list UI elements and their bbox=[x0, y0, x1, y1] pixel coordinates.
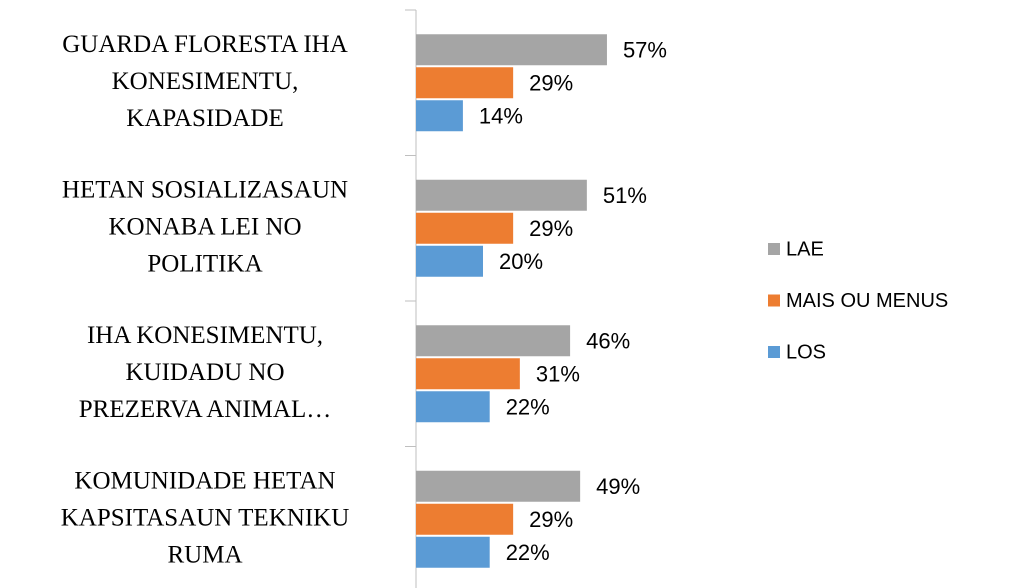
bar bbox=[416, 245, 483, 277]
value-label: 57% bbox=[623, 38, 667, 63]
bar bbox=[416, 391, 490, 423]
value-label: 49% bbox=[596, 474, 640, 499]
bar bbox=[416, 67, 514, 99]
category-label: KOMUNIDADE HETAN KAPSITASAUN TEKNIKU RUMA bbox=[61, 467, 350, 568]
bar bbox=[416, 470, 581, 502]
bar bbox=[416, 179, 587, 211]
category-label: GUARDA FLORESTA IHA KONESIMENTU, KAPASIDAD… bbox=[62, 30, 348, 131]
legend-swatch bbox=[768, 346, 780, 358]
value-label: 29% bbox=[529, 507, 573, 532]
value-label: 22% bbox=[506, 395, 550, 420]
value-label: 51% bbox=[603, 183, 647, 208]
bar bbox=[416, 100, 463, 132]
value-label: 31% bbox=[536, 362, 580, 387]
category-label: HETAN SOSIALIZASAUN KONABA LEI NO POLITIKA bbox=[62, 176, 348, 277]
category-label: IHA KONESIMENTU, KUIDADU NO PREZERVA ANIMA… bbox=[79, 321, 331, 422]
legend-label: LAE bbox=[786, 238, 824, 260]
legend-swatch bbox=[768, 243, 780, 255]
bar bbox=[416, 212, 514, 244]
value-label: 29% bbox=[529, 216, 573, 241]
bar bbox=[416, 503, 514, 535]
value-label: 46% bbox=[586, 329, 630, 354]
bar bbox=[416, 536, 490, 568]
value-label: 20% bbox=[499, 249, 543, 274]
bar bbox=[416, 358, 520, 390]
legend-label: MAIS OU MENUS bbox=[786, 290, 948, 312]
value-label: 29% bbox=[529, 71, 573, 96]
legend-label: LOS bbox=[786, 341, 826, 363]
bar bbox=[416, 325, 571, 357]
bar bbox=[416, 34, 607, 66]
value-label: 14% bbox=[479, 104, 523, 129]
value-label: 22% bbox=[506, 540, 550, 565]
legend-swatch bbox=[768, 294, 780, 307]
